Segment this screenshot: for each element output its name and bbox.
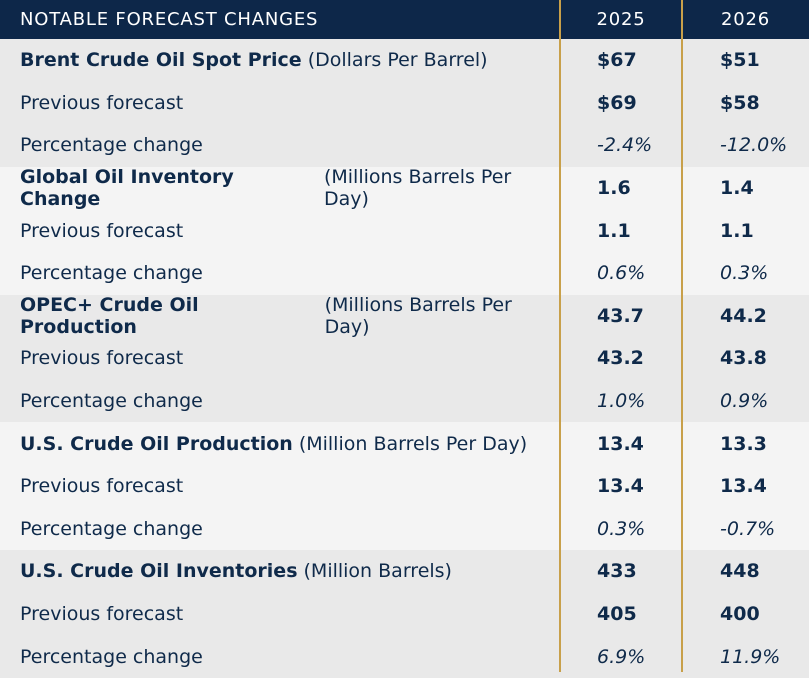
previous-2025: 13.4 [597, 475, 644, 498]
table-row: Previous forecast 13.4 13.4 [0, 465, 809, 508]
column-header-2026: 2026 [720, 9, 770, 30]
column-divider-right [681, 0, 683, 672]
value-2026: 1.4 [720, 177, 754, 200]
value-2026: 13.3 [720, 432, 767, 455]
table-row: Brent Crude Oil Spot Price (Dollars Per B… [0, 39, 809, 82]
group-us-inventories: U.S. Crude Oil Inventories (Million Barre… [0, 550, 809, 678]
metric-unit: (Millions Barrels Per Day) [323, 166, 512, 211]
metric-label: U.S. Crude Oil Production (Million Barrel… [0, 422, 560, 465]
previous-2026: 43.8 [720, 347, 767, 370]
table-row: Percentage change 1.0% 0.9% [0, 380, 809, 423]
pct-2025: 6.9% [597, 645, 646, 668]
pct-2025: 1.0% [597, 390, 646, 413]
table-row: Previous forecast $69 $58 [0, 82, 809, 125]
metric-label: Global Oil Inventory Change (Millions Bar… [0, 166, 560, 211]
table-title: NOTABLE FORECAST CHANGES [20, 9, 319, 30]
group-opec-production: OPEC+ Crude Oil Production (Millions Barr… [0, 293, 809, 423]
column-divider-left [559, 0, 561, 672]
previous-2026: $58 [720, 91, 760, 114]
pct-label: Percentage change [20, 134, 203, 157]
previous-2025: 405 [597, 603, 637, 626]
previous-label: Previous forecast [20, 347, 184, 370]
value-2025: 433 [597, 560, 637, 583]
table-row: OPEC+ Crude Oil Production (Millions Barr… [0, 293, 809, 338]
value-2026: $51 [720, 49, 760, 72]
table-row: U.S. Crude Oil Inventories (Million Barre… [0, 550, 809, 593]
pct-2026: 0.3% [720, 262, 769, 285]
previous-2025: 1.1 [597, 219, 631, 242]
metric-label: Brent Crude Oil Spot Price (Dollars Per B… [0, 39, 560, 82]
pct-2026: 11.9% [720, 645, 781, 668]
metric-unit: (Millions Barrels Per Day) [324, 293, 512, 338]
pct-2025: -2.4% [597, 134, 653, 157]
value-2025: 13.4 [597, 432, 644, 455]
metric-label: U.S. Crude Oil Inventories (Million Barre… [0, 550, 560, 593]
previous-label: Previous forecast [20, 219, 184, 242]
metric-unit: (Million Barrels) [303, 560, 452, 583]
pct-2025: 0.6% [597, 262, 646, 285]
pct-2026: 0.9% [720, 390, 769, 413]
table-row: U.S. Crude Oil Production (Million Barrel… [0, 422, 809, 465]
group-us-production: U.S. Crude Oil Production (Million Barrel… [0, 422, 809, 551]
previous-label: Previous forecast [20, 91, 184, 114]
metric-name: OPEC+ Crude Oil Production [20, 293, 199, 338]
previous-2026: 1.1 [720, 219, 754, 242]
value-2025: 43.7 [597, 304, 644, 327]
pct-2025: 0.3% [597, 517, 646, 540]
previous-2025: 43.2 [597, 347, 644, 370]
pct-label: Percentage change [20, 390, 203, 413]
metric-name: U.S. Crude Oil Inventories [20, 560, 298, 583]
table-row: Percentage change 6.9% 11.9% [0, 635, 809, 678]
table-header: NOTABLE FORECAST CHANGES 2025 2026 [0, 0, 809, 39]
group-brent-price: Brent Crude Oil Spot Price (Dollars Per B… [0, 39, 809, 167]
value-2026: 448 [720, 560, 760, 583]
table-row: Previous forecast 43.2 43.8 [0, 337, 809, 380]
metric-unit: (Million Barrels Per Day) [298, 432, 528, 455]
previous-label: Previous forecast [20, 603, 184, 626]
metric-name: U.S. Crude Oil Production [20, 432, 293, 455]
previous-label: Previous forecast [20, 475, 184, 498]
metric-name: Brent Crude Oil Spot Price [20, 49, 302, 72]
value-2026: 44.2 [720, 304, 767, 327]
column-header-2025: 2025 [596, 9, 646, 30]
previous-2026: 400 [720, 603, 760, 626]
value-2025: 1.6 [597, 177, 631, 200]
pct-2026: -0.7% [720, 517, 776, 540]
table-row: Global Oil Inventory Change (Millions Bar… [0, 166, 809, 211]
metric-unit: (Dollars Per Barrel) [307, 49, 488, 72]
group-global-inventory: Global Oil Inventory Change (Millions Bar… [0, 166, 809, 295]
metric-label: OPEC+ Crude Oil Production (Millions Barr… [0, 293, 560, 338]
previous-2025: $69 [597, 91, 637, 114]
table-row: Percentage change -2.4% -12.0% [0, 124, 809, 167]
table-row: Previous forecast 1.1 1.1 [0, 209, 809, 252]
pct-label: Percentage change [20, 645, 203, 668]
pct-label: Percentage change [20, 262, 203, 285]
table-row: Percentage change 0.3% -0.7% [0, 508, 809, 551]
metric-name: Global Oil Inventory Change [20, 166, 234, 211]
pct-label: Percentage change [20, 517, 203, 540]
pct-2026: -12.0% [720, 134, 788, 157]
previous-2026: 13.4 [720, 475, 767, 498]
table-row: Percentage change 0.6% 0.3% [0, 252, 809, 295]
value-2025: $67 [597, 49, 637, 72]
table-row: Previous forecast 405 400 [0, 593, 809, 636]
